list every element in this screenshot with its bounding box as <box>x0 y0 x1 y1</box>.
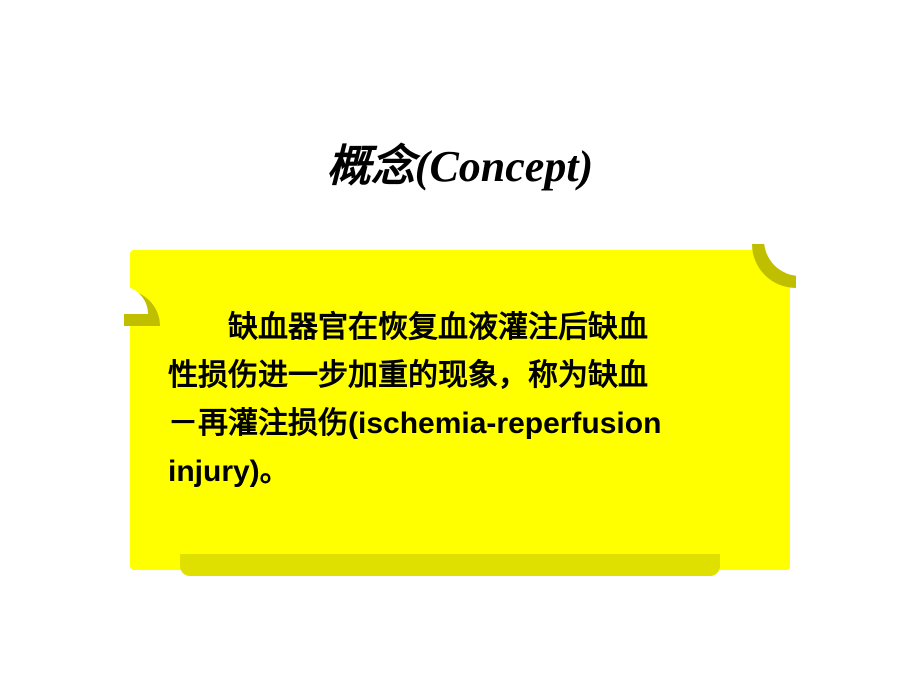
slide-title: 概念(Concept) <box>0 130 920 194</box>
title-en: (Concept) <box>415 142 593 191</box>
content-line3-en: (ischemia-reperfusion <box>348 407 661 440</box>
content-scroll-box: 缺血器官在恢复血液灌注后缺血 性损伤进一步加重的现象，称为缺血 －再灌注损伤(i… <box>130 250 790 570</box>
content-line1: 缺血器官在恢复血液灌注后缺血 <box>228 311 648 344</box>
content-text: 缺血器官在恢复血液灌注后缺血 性损伤进一步加重的现象，称为缺血 －再灌注损伤(i… <box>168 304 758 496</box>
title-cn: 概念 <box>327 142 415 191</box>
scroll-bottom-strip <box>180 554 720 576</box>
content-line4-en: injury) <box>168 455 260 488</box>
content-line2: 性损伤进一步加重的现象，称为缺血 <box>168 359 648 392</box>
content-line3-cn: －再灌注损伤 <box>168 407 348 440</box>
content-line4-cn: 。 <box>260 455 290 488</box>
